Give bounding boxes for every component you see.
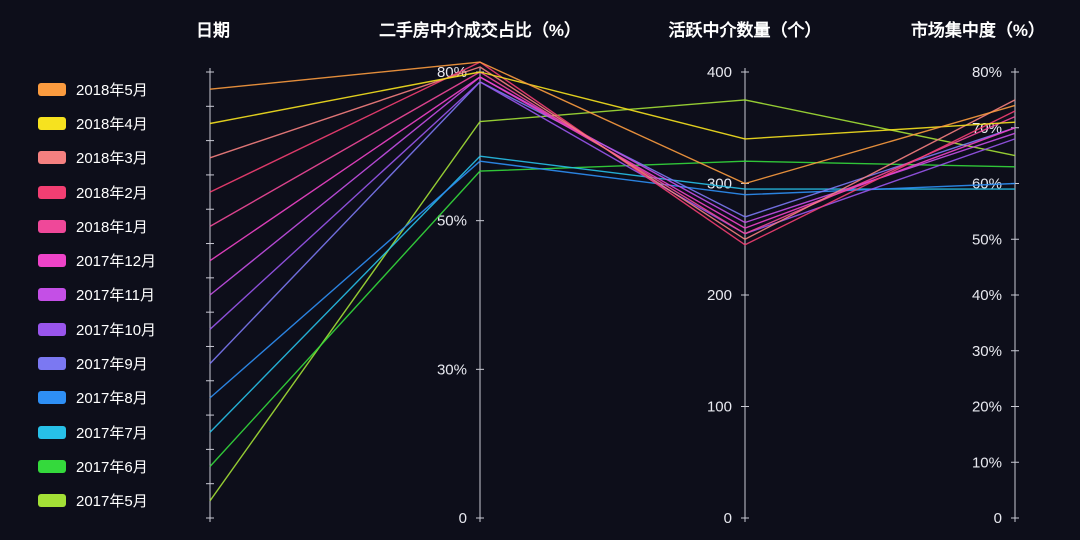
axis-title-date: 日期 <box>196 21 230 40</box>
legend-label: 2018年5月 <box>76 81 148 99</box>
legend-swatch <box>38 116 66 130</box>
tick-label-concentration: 50% <box>972 231 1002 248</box>
legend-swatch <box>38 357 66 371</box>
axis-title-deal-share: 二手房中介成交占比（%） <box>378 21 582 40</box>
axis-title-active-agents: 活跃中介数量（个） <box>668 21 822 40</box>
legend-label: 2017年8月 <box>76 390 148 408</box>
axis-active-agents: 0 100 200 300 400 <box>707 64 749 527</box>
series-line-2017年10月[interactable] <box>209 81 1016 330</box>
series-line-2018年5月[interactable] <box>209 61 1016 185</box>
series-line-2017年6月[interactable] <box>209 160 1016 467</box>
tick-label-concentration: 40% <box>972 287 1002 304</box>
legend-swatch <box>38 151 66 165</box>
legend-label: 2017年12月 <box>76 253 157 271</box>
legend-swatch <box>38 391 66 405</box>
legend-item[interactable]: 2017年10月 <box>38 319 208 340</box>
legend-item[interactable]: 2017年12月 <box>38 250 208 271</box>
legend-swatch <box>38 288 66 302</box>
tick-label-concentration: 10% <box>972 454 1002 471</box>
tick-label-concentration: 20% <box>972 399 1002 416</box>
legend-label: 2018年3月 <box>76 150 148 168</box>
tick-label-active-agents: 400 <box>707 64 732 81</box>
legend-label: 2018年1月 <box>76 218 148 236</box>
legend-item[interactable]: 2017年8月 <box>38 387 208 408</box>
legend-swatch <box>38 322 66 336</box>
legend-label: 2018年4月 <box>76 115 148 133</box>
legend-item[interactable]: 2017年9月 <box>38 353 208 374</box>
legend-item[interactable]: 2017年5月 <box>38 490 208 511</box>
axis-concentration: 010%20%30%40%50%60%70%80% <box>972 64 1019 527</box>
series-line-2017年9月[interactable] <box>209 81 1016 365</box>
legend-swatch <box>38 219 66 233</box>
legend-swatch <box>38 494 66 508</box>
tick-label-concentration: 30% <box>972 343 1002 360</box>
tick-label-concentration: 80% <box>972 64 1002 81</box>
series-line-2017年5月[interactable] <box>209 99 1016 502</box>
legend-item[interactable]: 2017年11月 <box>38 284 208 305</box>
series-line-2018年4月[interactable] <box>209 71 1016 140</box>
legend-swatch <box>38 425 66 439</box>
axis-deal-share: 0 30% 50% 80% <box>437 64 484 527</box>
legend-label: 2017年9月 <box>76 356 148 374</box>
legend-label: 2017年10月 <box>76 321 157 339</box>
legend-label: 2017年5月 <box>76 493 148 511</box>
legend-swatch <box>38 254 66 268</box>
tick-label-deal-share: 0 <box>459 510 467 527</box>
legend-item[interactable]: 2018年4月 <box>38 113 208 134</box>
legend-item[interactable]: 2018年5月 <box>38 79 208 100</box>
tick-label-concentration: 0 <box>994 510 1002 527</box>
legend: 2018年5月 2018年4月 2018年3月 2018年2月 2018年1月 2017年… <box>38 72 208 518</box>
legend-label: 2017年6月 <box>76 458 148 476</box>
series-line-2017年8月[interactable] <box>209 160 1016 399</box>
legend-item[interactable]: 2018年1月 <box>38 216 208 237</box>
legend-item[interactable]: 2018年3月 <box>38 147 208 168</box>
tick-label-active-agents: 300 <box>707 176 732 193</box>
tick-label-active-agents: 200 <box>707 287 732 304</box>
legend-label: 2017年7月 <box>76 424 148 442</box>
tick-label-deal-share: 80% <box>437 64 467 81</box>
legend-item[interactable]: 2017年6月 <box>38 456 208 477</box>
legend-item[interactable]: 2018年2月 <box>38 182 208 203</box>
legend-label: 2018年2月 <box>76 184 148 202</box>
legend-swatch <box>38 82 66 96</box>
tick-label-active-agents: 100 <box>707 399 732 416</box>
tick-label-deal-share: 30% <box>437 361 467 378</box>
series-line-2017年11月[interactable] <box>209 76 1016 296</box>
legend-swatch <box>38 459 66 473</box>
tick-label-deal-share: 50% <box>437 213 467 230</box>
axis-title-concentration: 市场集中度（%） <box>910 21 1046 40</box>
legend-label: 2017年11月 <box>76 287 155 305</box>
legend-item[interactable]: 2017年7月 <box>38 422 208 443</box>
series-line-2018年3月[interactable] <box>209 66 1016 241</box>
legend-swatch <box>38 185 66 199</box>
tick-label-active-agents: 0 <box>724 510 732 527</box>
